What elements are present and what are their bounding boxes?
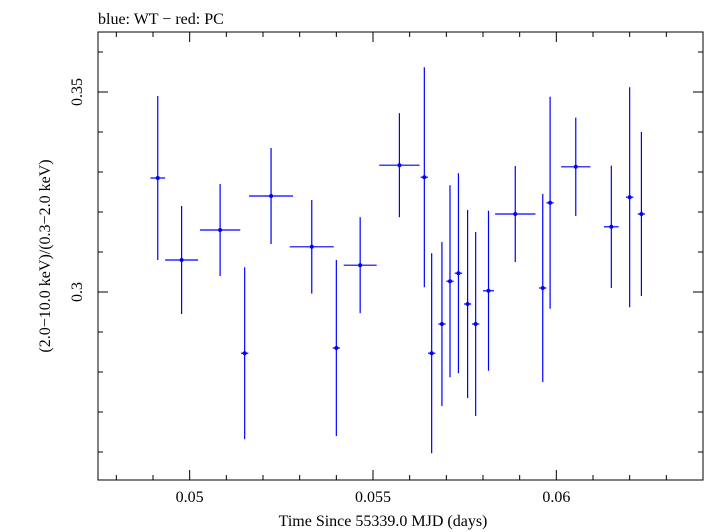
point-marker — [465, 302, 470, 306]
point-marker — [155, 176, 160, 180]
data-point — [241, 267, 249, 440]
data-point — [343, 217, 377, 314]
point-marker — [242, 351, 247, 356]
data-point — [626, 87, 634, 308]
data-point — [199, 184, 241, 276]
point-marker — [309, 244, 314, 249]
point-marker — [540, 286, 545, 290]
data-point — [165, 206, 199, 314]
y-tick-label: 0.35 — [69, 78, 86, 106]
point-marker — [627, 195, 632, 200]
data-point — [249, 148, 294, 244]
point-marker — [358, 263, 363, 268]
data-point — [472, 232, 480, 416]
x-tick-label: 0.06 — [542, 489, 570, 506]
y-tick-label: 0.3 — [69, 282, 86, 302]
data-point — [604, 165, 619, 288]
point-marker — [448, 279, 452, 284]
data-point — [637, 132, 646, 296]
point-marker — [548, 200, 553, 205]
data-point — [150, 96, 166, 260]
y-axis-label: (2.0−10.0 keV)/(0.3−2.0 keV) — [37, 159, 54, 352]
data-point — [332, 260, 340, 436]
point-marker — [513, 212, 518, 216]
point-marker — [269, 194, 274, 198]
point-marker — [439, 322, 444, 326]
point-marker — [456, 271, 461, 276]
x-axis-label: Time Since 55339.0 MJD (days) — [279, 513, 488, 530]
data-point — [428, 253, 436, 454]
data-point — [546, 96, 554, 309]
data-point — [438, 242, 446, 406]
point-marker — [218, 228, 223, 232]
data-point — [561, 117, 591, 216]
data-point — [289, 200, 334, 294]
point-marker — [429, 351, 434, 356]
axis-tick-labels: 0.05 0.055 0.06 0.3 0.35 — [69, 78, 570, 506]
point-marker — [422, 175, 427, 180]
plot-frame — [97, 31, 704, 481]
axis-ticks — [98, 32, 703, 480]
x-tick-label: 0.055 — [355, 489, 391, 506]
point-marker — [639, 212, 644, 216]
point-marker — [573, 164, 578, 169]
data-point — [463, 210, 472, 398]
x-tick-label: 0.05 — [176, 489, 204, 506]
data-point — [420, 67, 428, 288]
data-point — [539, 194, 547, 382]
data-point — [454, 173, 463, 374]
point-marker — [179, 258, 184, 262]
point-marker — [473, 322, 478, 326]
point-marker — [397, 163, 402, 168]
chart-title: blue: WT − red: PC — [98, 11, 224, 28]
data-point — [483, 210, 494, 371]
data-point — [446, 185, 454, 378]
point-marker — [609, 224, 614, 229]
data-point — [379, 113, 420, 218]
point-marker — [334, 346, 339, 350]
point-marker — [486, 288, 491, 293]
data-points — [150, 67, 646, 454]
data-point — [495, 166, 536, 262]
